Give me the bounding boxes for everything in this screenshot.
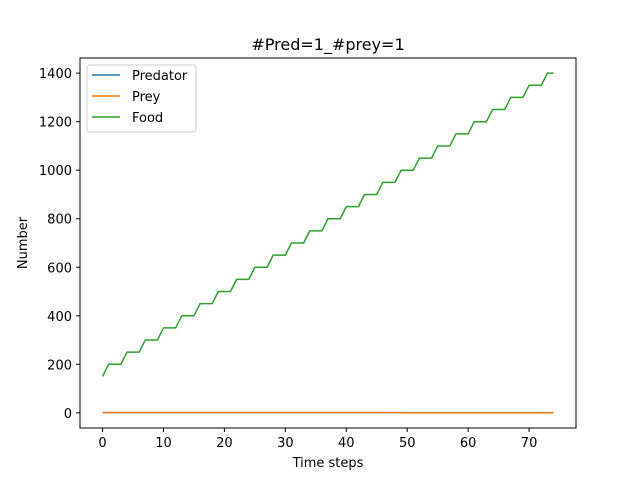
x-axis-label: Time steps — [292, 456, 364, 471]
y-axis-label: Number — [16, 216, 31, 269]
y-tick-label: 1000 — [39, 164, 72, 179]
legend-box — [86, 64, 197, 133]
y-tick-label: 0 — [64, 407, 72, 422]
x-tick-label: 50 — [399, 436, 416, 451]
axes-frame — [79, 57, 577, 429]
x-axis-ticks: 0 10 20 30 40 50 60 70 — [98, 428, 537, 451]
x-tick-label: 40 — [338, 436, 355, 451]
series-line-food — [101, 72, 554, 377]
y-tick-label: 800 — [47, 213, 72, 228]
x-tick-label: 10 — [155, 436, 172, 451]
legend-label-predator: Predator — [132, 69, 188, 84]
x-tick-label: 20 — [216, 436, 233, 451]
series-layer — [101, 72, 554, 414]
chart-title: #Pred=1_#prey=1 — [251, 35, 404, 55]
x-tick-label: 0 — [98, 436, 106, 451]
y-tick-label: 400 — [47, 310, 72, 325]
legend: Predator Prey Food — [86, 64, 197, 133]
y-axis-ticks: 0 200 400 600 800 1000 1200 1400 — [39, 67, 80, 422]
y-tick-label: 1400 — [39, 67, 72, 82]
x-tick-label: 60 — [460, 436, 477, 451]
x-tick-label: 70 — [521, 436, 538, 451]
x-tick-label: 30 — [277, 436, 294, 451]
y-tick-label: 1200 — [39, 116, 72, 131]
legend-label-prey: Prey — [132, 90, 161, 105]
legend-label-food: Food — [132, 111, 163, 126]
y-tick-label: 600 — [47, 261, 72, 276]
y-tick-label: 200 — [47, 358, 72, 373]
